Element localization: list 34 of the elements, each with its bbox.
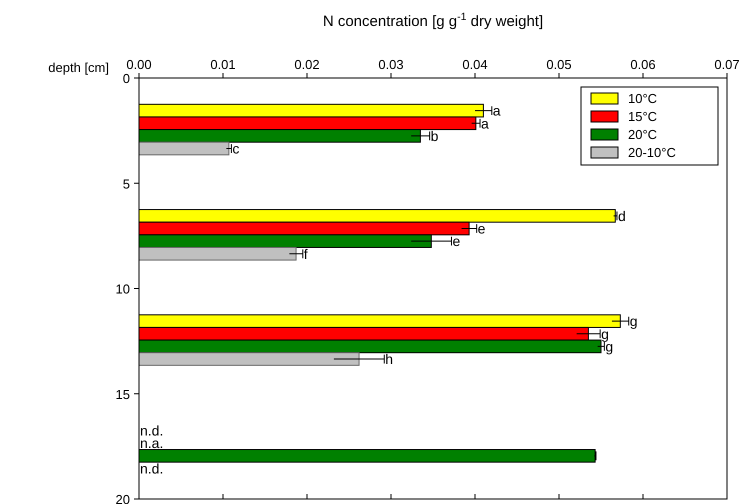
annotation: n.d.: [140, 460, 164, 476]
annotation: d: [618, 208, 626, 224]
legend-label: 10°C: [628, 91, 658, 106]
y-tick-label: 0: [122, 71, 130, 86]
legend-label: 20°C: [628, 127, 658, 142]
annotation: g: [630, 313, 638, 330]
x-tick-label: 0.06: [630, 57, 656, 72]
bar: [138, 352, 360, 366]
legend-label: 20-10°C: [628, 145, 676, 160]
y-axis-title: depth [cm]: [48, 60, 109, 75]
x-tick-label: 0.04: [462, 57, 488, 72]
bar: [138, 142, 230, 156]
x-tick-label: 0.03: [378, 57, 404, 72]
annotation: h: [385, 351, 394, 368]
y-tick-label: 20: [116, 492, 130, 504]
annotation: b: [430, 128, 439, 144]
annotation: a: [492, 102, 501, 119]
annotation: e: [478, 220, 486, 237]
bar: [138, 246, 297, 261]
x-tick-label: 0.01: [210, 57, 236, 72]
annotation: f: [304, 246, 308, 262]
x-tick-label: 0.07: [714, 57, 740, 72]
y-tick-label: 5: [122, 176, 130, 192]
x-tick-label: 0.05: [546, 57, 572, 72]
x-tick-label: 0.02: [294, 57, 320, 72]
annotation: a: [481, 115, 490, 132]
annotation: e: [452, 233, 460, 250]
x-axis-title: N concentration [g g$^{-1}$ dry weight]: [322, 11, 544, 30]
annotation: c: [232, 140, 240, 157]
legend-label: 15°C: [628, 109, 658, 124]
annotation: g: [601, 326, 609, 342]
y-tick-label: 15: [116, 386, 130, 402]
y-tick-label: 10: [116, 282, 130, 296]
x-tick-label: 0.00: [126, 57, 152, 72]
